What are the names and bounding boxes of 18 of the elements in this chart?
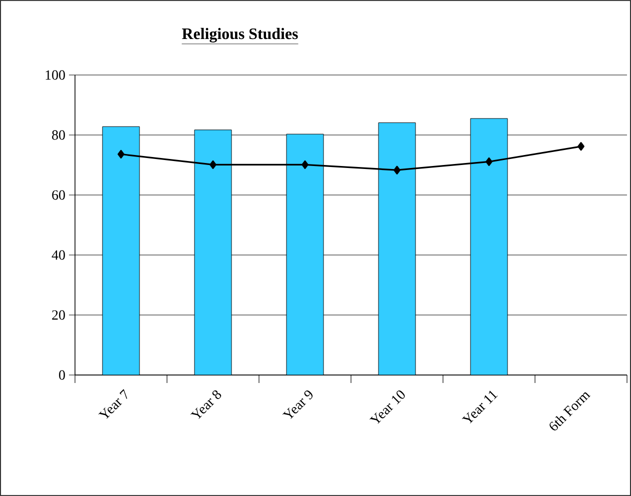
point (486, 157, 492, 166)
x-tick-label: Year 8 (190, 390, 222, 419)
y-tick-label: 40 (52, 250, 65, 260)
point (394, 166, 400, 174)
point (302, 160, 308, 169)
x-tick-label: Year 10 (370, 390, 405, 424)
y-tick-label: 80 (52, 130, 65, 140)
point (210, 160, 216, 169)
x-tick-label: Year 11 (462, 390, 498, 424)
x-tick-label: Year 9 (282, 390, 313, 419)
y-tick-label: 100 (46, 70, 65, 80)
x-tick-label: Year 7 (98, 389, 128, 419)
chart-title: Religious Studies (182, 28, 298, 43)
y-tick-label: 0 (59, 370, 65, 380)
y-tick-label: 60 (52, 190, 65, 200)
y-tick-label: 20 (52, 310, 65, 320)
point (578, 142, 584, 151)
point (118, 150, 124, 158)
